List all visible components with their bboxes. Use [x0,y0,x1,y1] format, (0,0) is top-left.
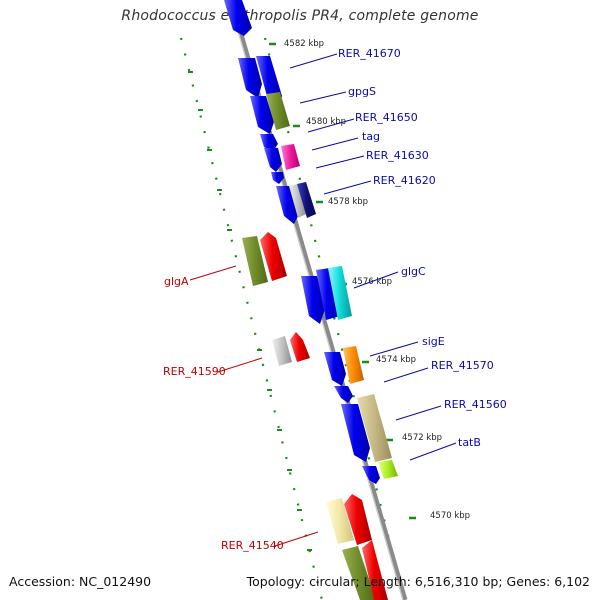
gene-arrow-red [362,540,388,600]
leader-line [274,531,319,547]
gene-label: tag [362,130,380,143]
gene-label: gpgS [348,85,376,98]
leader-line [307,118,355,133]
gene-block-silver [289,184,306,218]
kbp-labels: 4582 kbp 4580 kbp 4578 kbp 4576 kbp 4574… [284,39,470,521]
gene-block-silver [272,336,292,366]
gene-arrow-blue [224,0,252,36]
kbp-label: 4580 kbp [306,117,346,127]
gene-block-orange [343,346,364,384]
gene-arrow-blue [238,58,262,98]
gene-label: RER_41540 [221,539,284,552]
gene-arrow-blue [271,172,284,184]
gene-arrow-red [290,332,310,362]
gene-label: RER_41670 [338,47,401,60]
leader-line [369,341,419,357]
gene-arrow-blue [324,352,346,386]
gene-arrow-blue [334,386,353,403]
leader-line [353,271,399,289]
gene-label: RER_41630 [366,149,429,162]
leader-line [409,442,457,461]
gene-arrow-red [260,232,287,281]
kbp-label: 4570 kbp [430,511,470,521]
outer-track-right [263,37,406,600]
gene-label: tatB [458,436,481,449]
leader-line [315,155,365,169]
kbp-label: 4572 kbp [402,433,442,443]
kbp-label: 4574 kbp [376,355,416,365]
gene-block-cream [326,498,354,544]
gene-block-navy [297,182,316,218]
gene-block-khaki [357,394,392,462]
gene-arrow-blue [256,56,282,104]
gene-arrow-blue [250,96,274,134]
gene-block-olive [342,546,376,600]
leader-line [311,137,359,151]
gene-label: glgA [164,275,189,288]
map-title: Rhodococcus erythropolis PR4, complete g… [121,8,479,24]
outer-track-left [179,37,324,600]
gene-block-lime [378,460,398,479]
leader-line [189,265,237,281]
gene-block-blue [316,268,340,320]
gene-label: RER_41650 [355,111,418,124]
gene-label: RER_41570 [431,359,494,372]
gene-arrow-blue [260,134,278,152]
kbp-label: 4576 kbp [352,277,392,287]
leader-line [217,357,263,373]
reverse-genes [242,232,388,600]
gene-arrow-blue [362,466,380,484]
leader-line [289,53,338,69]
gene-block-olive [266,92,290,130]
forward-gene-labels: RER_41670 gpgS RER_41650 tag RER_41630 R… [289,47,507,461]
forward-genes [256,56,398,479]
kbp-label: 4578 kbp [328,197,368,207]
gene-block-olive [242,236,268,286]
gene-label: glgC [401,265,426,278]
leader-line [383,367,429,383]
gene-block-cyan [328,266,352,320]
reverse-gene-labels: glgA RER_41590 RER_41540 [163,265,319,552]
gene-label: RER_41620 [373,174,436,187]
kbp-label: 4582 kbp [284,39,324,49]
genome-summary-text: Topology: circular; Length: 6,516,310 bp… [246,574,590,589]
gene-label: RER_41590 [163,365,226,378]
accession-text: Accession: NC_012490 [9,574,152,589]
leader-line [323,180,372,195]
inner-genes [224,0,380,484]
gene-block-pink [281,144,300,170]
leader-line [299,91,347,104]
gene-arrow-blue [264,148,282,172]
leader-line [395,405,442,421]
gene-arrow-blue [341,404,370,462]
gene-label: sigE [422,335,445,348]
gene-arrow-red [344,494,372,545]
gene-label: RER_41560 [444,398,507,411]
